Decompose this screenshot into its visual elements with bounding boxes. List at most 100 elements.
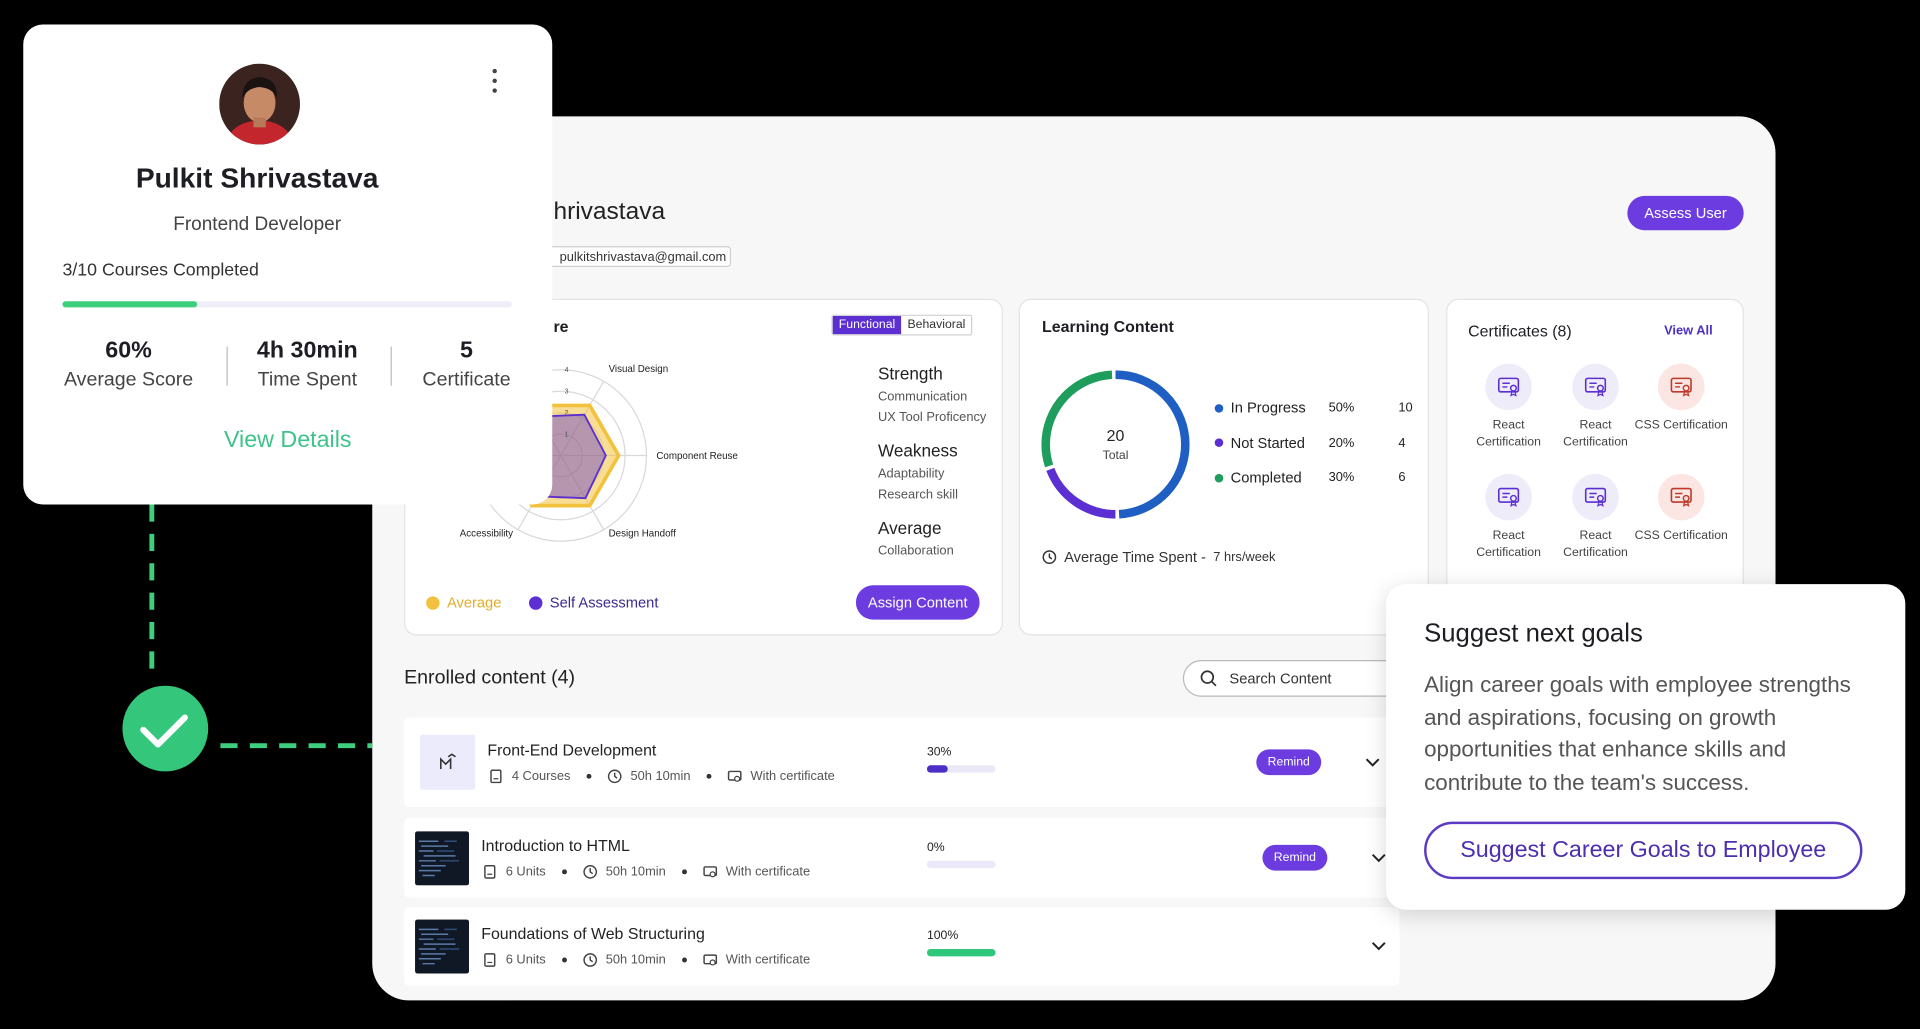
radar-tick-label: 4 (564, 365, 568, 374)
icon-part (492, 88, 497, 93)
icon-part (733, 775, 741, 782)
email-chip: pulkitshrivastava@gmail.com (514, 246, 732, 267)
group-item: Communication (877, 389, 968, 405)
icon-part (1682, 384, 1690, 392)
icon-part (709, 870, 716, 877)
meta-item: With certificate (725, 863, 811, 879)
learning-card (1018, 298, 1429, 636)
radar-axis-label: Visual Design (609, 364, 669, 375)
meta-separator (706, 773, 712, 779)
meta-icon (484, 864, 496, 879)
certificates-title: Certificates (8) (1468, 322, 1572, 341)
donut-chart: 20 Total (1041, 370, 1190, 519)
group-heading: Weakness (877, 440, 958, 461)
average-time-value: 7 hrs/week (1213, 549, 1276, 565)
more-menu[interactable] (490, 68, 500, 96)
icon-part (1510, 390, 1517, 397)
row-meta: 6 Units 50h 10min With certificate (482, 953, 810, 967)
legend-swatch (1214, 403, 1224, 413)
legend-label: Self Assessment (549, 593, 659, 612)
segment-count: 10 (1398, 400, 1413, 416)
icon-part (490, 768, 502, 783)
donut-total: 20 (1107, 428, 1125, 445)
clock-icon (1042, 550, 1057, 565)
certificate-badge (1485, 363, 1532, 411)
segment-percent: 50% (1328, 400, 1355, 416)
icon-part (225, 120, 294, 145)
tab[interactable]: Behavioral (901, 315, 972, 335)
icon-part (1509, 384, 1518, 392)
stat-value: 5 (460, 337, 473, 364)
icon-part (253, 117, 266, 128)
meta-item: 50h 10min (605, 863, 666, 879)
stat-label: Average Score (63, 369, 194, 391)
icon-part (1589, 382, 1597, 388)
legend-label: Completed (1230, 468, 1302, 487)
meta-icon (490, 768, 502, 783)
certificate-label: React Certification (1476, 528, 1541, 560)
stat-divider (226, 346, 228, 386)
view-all-link[interactable]: View All (1664, 323, 1713, 338)
icon-part (492, 78, 497, 84)
average-time-label: Average Time Spent - (1064, 548, 1206, 566)
icon-part (415, 919, 469, 974)
group-heading: Average (877, 517, 942, 538)
meta-icon (582, 953, 597, 967)
icon-part (1042, 550, 1057, 565)
row-meta: 6 Units 50h 10min With certificate (482, 864, 810, 879)
radar-axis-label: Design Handoff (609, 528, 677, 539)
expand-chevron[interactable] (1370, 939, 1387, 954)
group-item: Collaboration (877, 543, 954, 559)
skills-title: re (553, 317, 569, 336)
icon-part (1497, 377, 1520, 393)
tab[interactable]: Functional (832, 315, 902, 335)
icon-part (582, 953, 597, 967)
meta-separator (681, 868, 687, 874)
remind-button[interactable]: Remind (1262, 844, 1328, 871)
radar-tick-label: 1 (564, 430, 568, 439)
meta-icon (484, 953, 496, 967)
icon-part (1371, 853, 1386, 862)
progress-fill (62, 301, 198, 308)
search-box[interactable]: Search Content (1182, 660, 1416, 697)
icon-part (1682, 500, 1690, 507)
suggest-button[interactable]: Suggest Career Goals to Employee (1424, 821, 1863, 880)
row-thumbnail (415, 919, 469, 974)
icon-part (1497, 487, 1520, 503)
expand-chevron[interactable] (1364, 755, 1381, 770)
search-icon (1200, 670, 1217, 687)
stat-label: Time Spent (257, 369, 358, 391)
remind-button[interactable]: Remind (1256, 748, 1322, 775)
legend-item: Self Assessment (528, 593, 659, 612)
group-item: Adaptability (877, 466, 945, 482)
progress-label: 0% (926, 840, 945, 855)
meta-item: With certificate (750, 768, 835, 784)
legend-swatch (1214, 438, 1224, 447)
group-heading: Strength (877, 363, 943, 384)
stat-value: 4h 30min (256, 337, 358, 364)
segment-percent: 30% (1328, 470, 1355, 485)
icon-part (1048, 553, 1053, 560)
legend-item: Average (426, 594, 501, 611)
icon-part (140, 714, 188, 748)
progress-track (62, 301, 512, 308)
icon-part (709, 959, 716, 966)
expand-chevron[interactable] (1370, 850, 1387, 865)
segment-percent: 20% (1328, 435, 1355, 451)
icon-part (437, 839, 460, 861)
certificate-badge (1572, 363, 1619, 411)
view-details-link[interactable]: View Details (223, 427, 352, 454)
icon-part (242, 77, 277, 98)
assess-user-button[interactable]: Assess User (1627, 195, 1744, 231)
stat-divider (390, 346, 392, 386)
certificate-label: React Certification (1563, 528, 1628, 560)
learning-title: Learning Content (1042, 317, 1174, 336)
assign-content-button[interactable]: Assign Content (855, 585, 980, 620)
row-title: Introduction to HTML (481, 835, 630, 855)
icon-part (1211, 680, 1217, 687)
certificate-badge (1485, 473, 1532, 521)
content-row (404, 817, 1400, 898)
icon-part (1584, 377, 1607, 393)
